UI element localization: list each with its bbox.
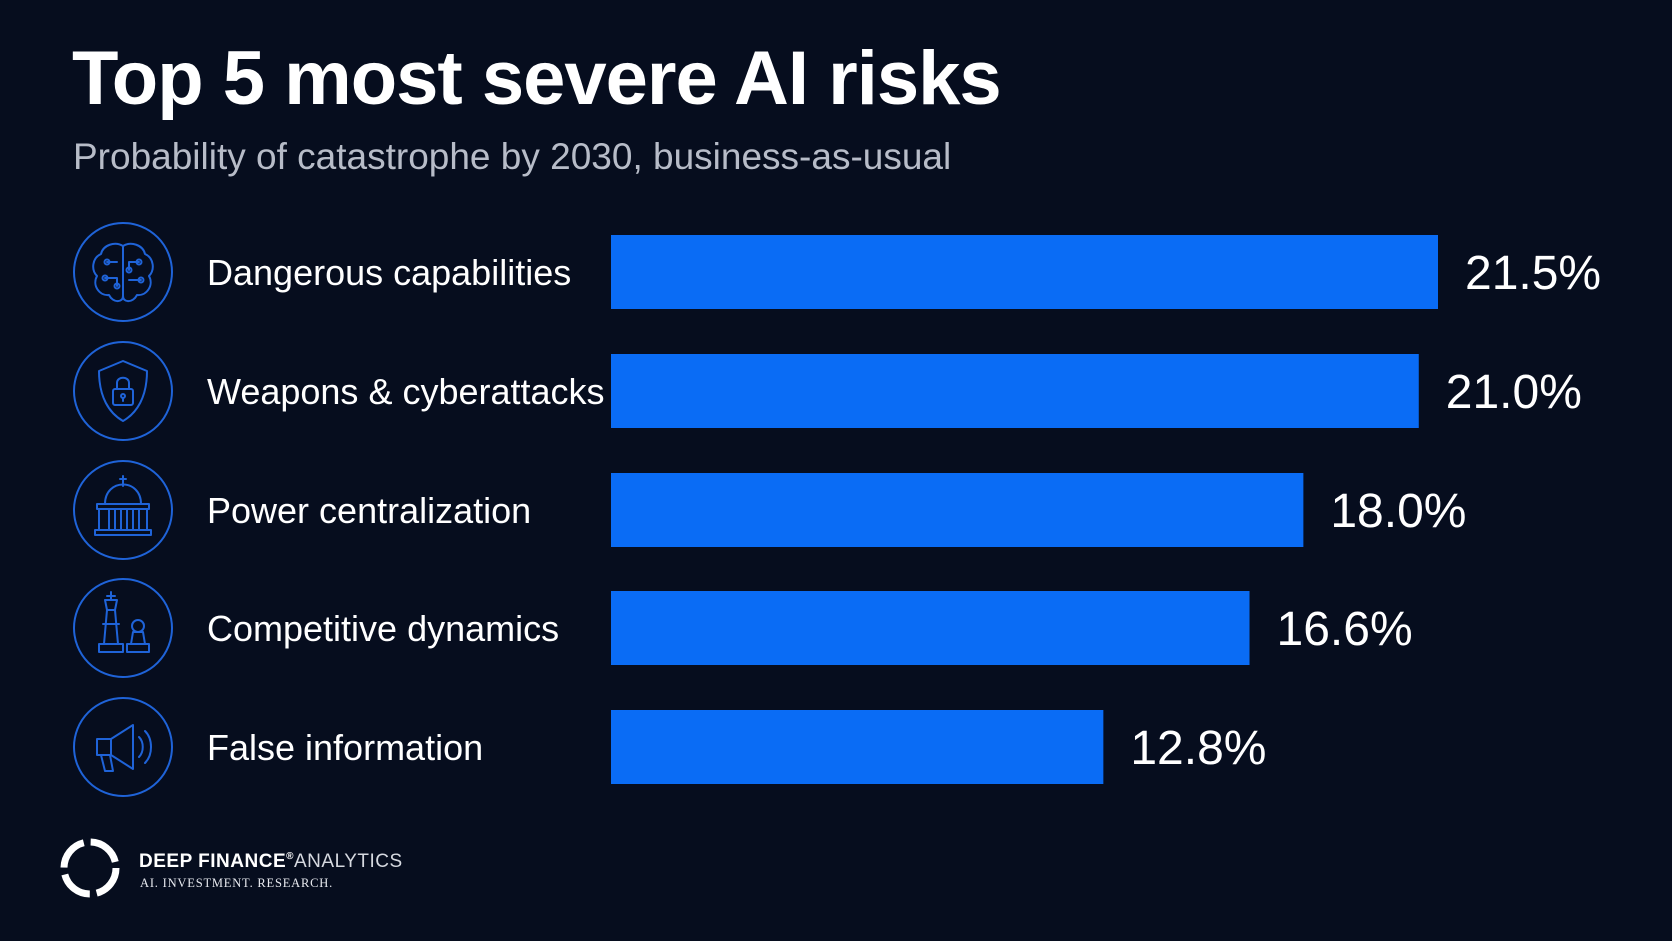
icon-ring <box>73 460 173 560</box>
data-label: 18.0% <box>1330 485 1466 538</box>
data-label: 12.8% <box>1130 722 1266 775</box>
icon-ring <box>73 341 173 441</box>
data-label: 21.0% <box>1446 366 1582 419</box>
brand-tagline: AI. INVESTMENT. RESEARCH. <box>140 876 334 890</box>
category-label: Weapons & cyberattacks <box>207 371 605 412</box>
icon-ring <box>73 578 173 678</box>
chess-pieces-icon <box>98 591 150 653</box>
brand-name-light: ANALYTICS <box>294 851 403 872</box>
data-label: 16.6% <box>1277 603 1413 656</box>
category-label: Dangerous capabilities <box>207 252 571 293</box>
bar <box>611 473 1304 547</box>
bar <box>611 591 1250 665</box>
bar <box>611 354 1419 428</box>
bar <box>611 235 1438 309</box>
shield-lock-icon <box>98 360 148 422</box>
megaphone-icon <box>96 724 152 772</box>
capitol-building-icon <box>94 475 152 536</box>
brain-circuit-icon <box>92 242 154 303</box>
brand-name-bold: DEEP FINANCE <box>139 851 287 872</box>
icon-ring <box>73 697 173 797</box>
category-label: Competitive dynamics <box>207 608 559 649</box>
brand-name: DEEP FINANCE®ANALYTICS <box>139 851 403 873</box>
category-label: False information <box>207 727 483 768</box>
bar <box>611 710 1104 784</box>
category-label: Power centralization <box>207 490 531 531</box>
icon-ring <box>73 222 173 322</box>
chart-subtitle: Probability of catastrophe by 2030, busi… <box>73 136 952 177</box>
data-label: 21.5% <box>1465 247 1601 300</box>
brand-logo-icon <box>60 838 120 898</box>
brand-registered-mark: ® <box>286 851 294 862</box>
chart-title: Top 5 most severe AI risks <box>72 36 1002 121</box>
bar-chart: Dangerous capabilities 21.5% Weapons & cyb… <box>73 222 1601 797</box>
